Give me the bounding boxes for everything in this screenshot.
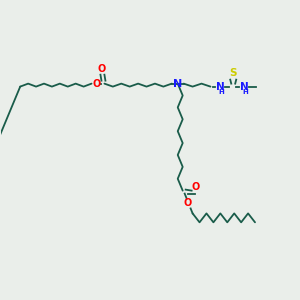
Text: N: N (240, 82, 248, 92)
Text: S: S (230, 68, 237, 78)
Text: H: H (242, 88, 248, 94)
Text: H: H (218, 88, 224, 94)
Text: O: O (184, 199, 192, 208)
Text: O: O (191, 182, 200, 192)
Text: N: N (216, 82, 225, 92)
Text: O: O (92, 79, 101, 88)
Text: N: N (173, 79, 182, 88)
Text: O: O (97, 64, 106, 74)
